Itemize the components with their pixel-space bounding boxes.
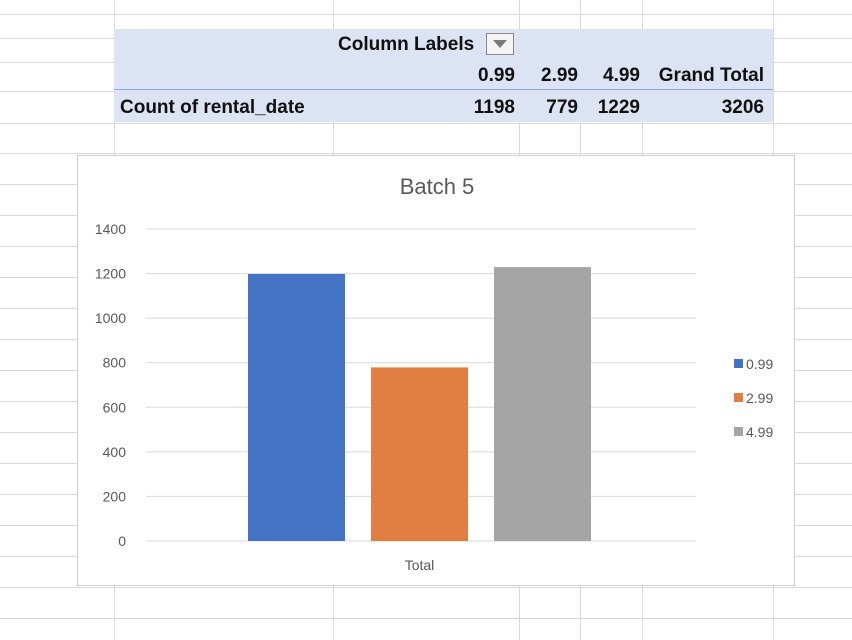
- bar-4.99[interactable]: [494, 267, 591, 541]
- column-filter-button[interactable]: [486, 33, 514, 55]
- pivot-value-1: 1198: [473, 97, 515, 118]
- chart-plot-area: 0 200 400 600 800 1000 1200 1400 Total: [95, 221, 696, 573]
- legend-label: 0.99: [746, 356, 774, 372]
- y-tick-label: 1400: [95, 221, 126, 237]
- y-tick-label: 1000: [95, 310, 126, 326]
- y-tick-label: 200: [103, 488, 127, 504]
- legend-swatch: [734, 427, 743, 436]
- column-labels-header: Column Labels: [338, 34, 475, 55]
- chart[interactable]: Batch 5 0 200 400 600 800 1000 1200 1400 Total 0…: [77, 155, 795, 586]
- chart-title: Batch 5: [399, 174, 475, 199]
- pivot-value-2: 779: [546, 97, 578, 118]
- pivot-column-header-2: 2.99: [541, 65, 578, 86]
- legend-swatch: [734, 393, 743, 402]
- pivot-value-grand-total: 3206: [721, 97, 764, 118]
- pivot-column-header-grand-total: Grand Total: [658, 65, 764, 86]
- y-tick-label: 400: [103, 444, 127, 460]
- pivot-value-3: 1229: [597, 97, 640, 118]
- bar-0.99[interactable]: [248, 274, 345, 541]
- legend-swatch: [734, 359, 743, 368]
- pivot-separator: [114, 89, 773, 90]
- y-tick-label: 0: [118, 533, 126, 549]
- dropdown-arrow-icon: [493, 40, 507, 48]
- legend-label: 4.99: [746, 424, 774, 440]
- y-tick-label: 1200: [95, 266, 126, 282]
- legend-label: 2.99: [746, 390, 774, 406]
- pivot-table: Column Labels 0.99 2.99 4.99 Grand Total…: [114, 29, 773, 122]
- pivot-row-label: Count of rental_date: [120, 97, 305, 118]
- x-category-label: Total: [405, 557, 435, 573]
- bar-2.99[interactable]: [371, 367, 468, 541]
- pivot-column-header-1: 0.99: [478, 65, 515, 86]
- pivot-column-header-3: 4.99: [603, 65, 640, 86]
- y-tick-label: 600: [103, 399, 127, 415]
- y-tick-label: 800: [103, 355, 127, 371]
